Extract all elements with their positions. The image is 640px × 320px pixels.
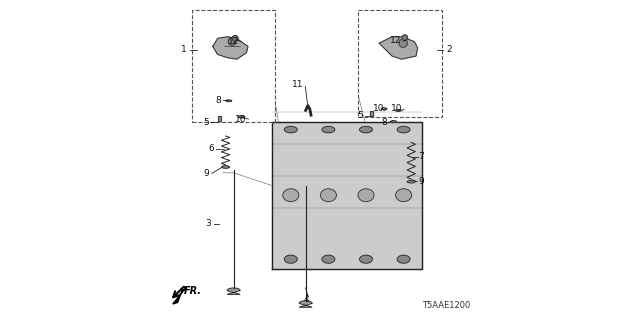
Ellipse shape [322,255,335,263]
Ellipse shape [397,126,410,133]
Text: 8: 8 [215,96,221,105]
Ellipse shape [226,100,232,102]
Text: 12: 12 [228,37,239,46]
Ellipse shape [407,180,415,183]
Text: 6: 6 [209,144,214,153]
Ellipse shape [397,255,410,263]
Text: 2: 2 [447,45,452,54]
Text: 7: 7 [419,152,424,161]
Ellipse shape [321,189,337,202]
Text: 10: 10 [372,104,384,113]
Ellipse shape [396,189,412,202]
Text: 1: 1 [182,45,187,54]
Ellipse shape [322,126,335,133]
Ellipse shape [238,116,244,118]
Polygon shape [380,37,417,59]
Bar [370,111,372,116]
Circle shape [402,35,408,41]
Text: 10: 10 [235,115,246,124]
Bar [358,10,442,117]
Ellipse shape [284,126,297,133]
Text: 8: 8 [381,118,387,127]
Ellipse shape [360,255,372,263]
Ellipse shape [396,109,401,111]
Ellipse shape [390,121,397,123]
Ellipse shape [358,189,374,202]
Polygon shape [272,122,422,269]
Ellipse shape [221,166,230,168]
Ellipse shape [283,189,299,202]
Bar [218,116,221,121]
Bar [370,111,372,116]
Text: FR.: FR. [184,286,202,296]
Circle shape [399,39,408,47]
Polygon shape [300,301,312,307]
Text: 9: 9 [204,169,210,178]
Polygon shape [212,37,248,59]
Text: 9: 9 [419,177,424,186]
Circle shape [232,36,238,41]
Ellipse shape [360,126,372,133]
Polygon shape [173,286,187,304]
Text: 12: 12 [390,36,402,44]
Bar [192,10,275,122]
Text: 3: 3 [205,220,211,228]
Text: 4: 4 [303,295,309,304]
Ellipse shape [381,108,387,110]
Polygon shape [227,288,240,294]
Bar [218,116,221,121]
Text: 11: 11 [292,80,303,89]
Ellipse shape [284,255,297,263]
Text: T5AAE1200: T5AAE1200 [422,301,470,310]
Text: 10: 10 [391,104,403,113]
Text: 5: 5 [358,111,364,120]
Circle shape [228,38,236,45]
Text: 5: 5 [203,118,209,127]
